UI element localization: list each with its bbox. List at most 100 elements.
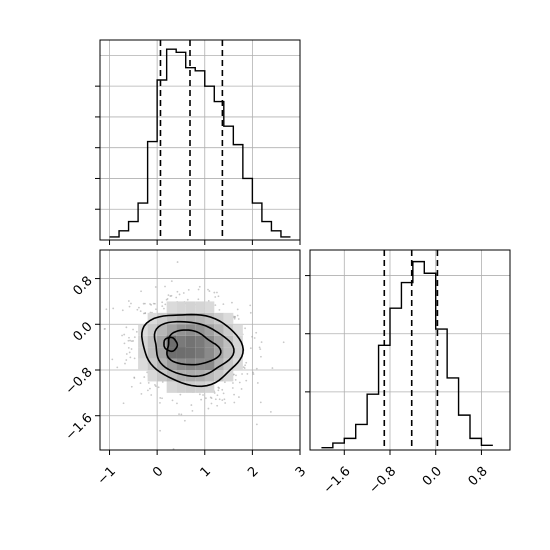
scatter-point	[164, 285, 166, 288]
scatter-point	[112, 307, 115, 310]
scatter-point	[214, 304, 217, 307]
density-cell	[166, 324, 177, 336]
scatter-point	[207, 407, 210, 410]
scatter-point	[223, 381, 226, 384]
density-cell	[157, 335, 167, 348]
scatter-point	[116, 366, 119, 369]
density-cell	[176, 381, 186, 393]
scatter-point	[164, 303, 167, 306]
density-cell-peak	[166, 335, 177, 348]
density-cell	[223, 347, 234, 359]
density-cell-peak	[204, 358, 215, 370]
scatter-point	[138, 306, 140, 309]
scatter-point	[161, 397, 163, 400]
scatter-point	[111, 358, 114, 361]
scatter-point	[198, 285, 201, 288]
x-tick-label: −0.8	[366, 464, 399, 497]
density-cell	[185, 301, 196, 313]
density-cell	[176, 370, 186, 382]
scatter-point	[216, 404, 219, 407]
density-cell	[195, 347, 205, 359]
density-cell	[185, 335, 196, 348]
scatter-point	[252, 373, 255, 375]
scatter-point	[232, 373, 235, 376]
scatter-point	[190, 404, 193, 406]
scatter-point	[149, 387, 151, 390]
scatter-point	[142, 312, 145, 315]
density-cell	[185, 347, 196, 359]
density-cell-peak	[176, 347, 186, 359]
scatter-point	[143, 376, 146, 378]
density-cell	[166, 312, 177, 325]
density-cell	[233, 324, 243, 336]
scatter-point	[245, 361, 248, 364]
scatter-point	[154, 286, 157, 288]
scatter-point	[130, 302, 132, 305]
scatter-point	[233, 401, 236, 404]
density-cell	[195, 381, 205, 393]
scatter-point	[238, 381, 241, 384]
density-cell	[204, 347, 215, 359]
scatter-point	[183, 419, 186, 422]
scatter-point	[127, 300, 130, 302]
scatter-point	[246, 373, 249, 375]
scatter-point	[144, 302, 146, 305]
density-cell	[138, 358, 148, 370]
scatter-point	[178, 293, 181, 296]
scatter-point	[128, 336, 130, 339]
density-cell	[223, 358, 234, 370]
y-tick-label: 0.0	[70, 319, 95, 344]
scatter-point	[214, 398, 217, 401]
x-tick-label: 2	[245, 464, 261, 480]
scatter-point	[260, 355, 262, 358]
density-cell	[214, 358, 224, 370]
y-tick-label: 0.8	[70, 274, 95, 299]
scatter-point	[155, 308, 157, 311]
scatter-point	[202, 394, 204, 396]
scatter-point	[243, 367, 246, 369]
contour-line	[140, 313, 245, 388]
scatter-point	[127, 346, 130, 349]
density-cell	[138, 347, 148, 359]
scatter-point	[258, 346, 261, 349]
scatter-point	[218, 308, 221, 311]
scatter-point	[170, 280, 173, 283]
scatter-point	[139, 382, 142, 385]
scatter-point	[142, 302, 145, 305]
scatter-point	[249, 304, 252, 307]
axes-frame	[309, 249, 511, 451]
scatter-point	[135, 330, 138, 333]
scatter-point	[241, 373, 243, 375]
scatter-point	[146, 371, 149, 374]
density-cell	[233, 358, 243, 370]
scatter-point	[236, 314, 239, 317]
x-tick-label: 0.8	[466, 464, 491, 489]
x-tick-label: 3	[293, 464, 309, 480]
density-cell	[204, 312, 215, 325]
scatter-point	[244, 327, 246, 330]
scatter-point	[208, 290, 211, 292]
scatter-point	[213, 291, 216, 294]
scatter-point	[165, 298, 168, 301]
scatter-point	[253, 337, 256, 339]
x-tick-label: 1	[198, 464, 214, 480]
density-cell	[157, 347, 167, 359]
x-tick-label: 0.0	[420, 464, 445, 489]
scatter-point	[255, 423, 258, 426]
scatter-point	[259, 401, 262, 404]
scatter-point	[125, 326, 128, 329]
scatter-point	[123, 342, 126, 345]
scatter-point	[221, 399, 224, 401]
density-cell	[147, 335, 158, 348]
scatter-point	[233, 317, 236, 320]
scatter-point	[136, 308, 139, 311]
density-cell	[214, 370, 224, 382]
scatter-point	[121, 334, 123, 337]
scatter-point	[105, 308, 108, 311]
density-cell	[147, 358, 158, 370]
scatter-point	[259, 348, 262, 351]
scatter-point	[127, 339, 130, 342]
histogram-step-y	[321, 260, 493, 449]
scatter-point	[234, 316, 236, 319]
scatter-point	[233, 393, 235, 396]
